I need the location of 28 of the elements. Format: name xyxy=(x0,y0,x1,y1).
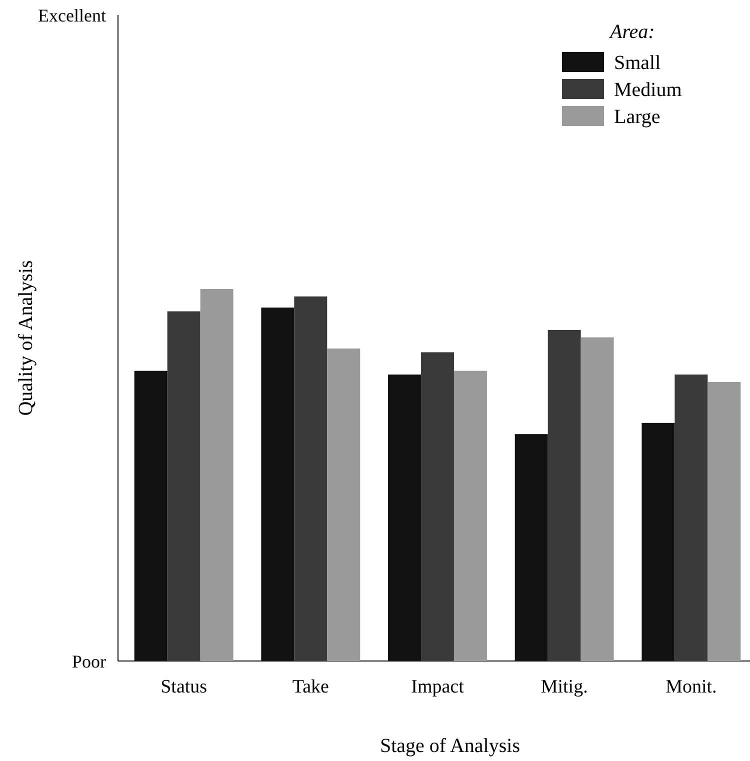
text: Excellent xyxy=(38,5,106,26)
x-tick-label: Mitig. xyxy=(540,676,588,698)
bar xyxy=(388,374,422,661)
x-tick-label: Status xyxy=(160,676,208,698)
x-tick-label: Monit. xyxy=(666,676,717,698)
bar xyxy=(580,337,614,661)
bar xyxy=(134,370,168,661)
bar xyxy=(454,370,487,661)
bar xyxy=(708,382,741,661)
bar xyxy=(294,296,328,661)
bar xyxy=(167,311,200,661)
x-tick-label: Impact xyxy=(411,676,465,698)
legend-label: Small xyxy=(614,52,662,74)
bar xyxy=(327,348,360,661)
bar xyxy=(642,422,675,661)
bar xyxy=(421,352,454,661)
bar xyxy=(548,330,581,661)
bar xyxy=(200,289,234,661)
bar xyxy=(674,374,708,661)
text: Poor xyxy=(72,651,106,672)
bar xyxy=(514,434,548,661)
legend-label: Large xyxy=(614,106,660,128)
x-tick-label: Take xyxy=(292,676,329,698)
bar xyxy=(261,308,294,661)
legend-label: Medium xyxy=(614,79,682,101)
x-axis-title: Stage of Analysis xyxy=(380,735,520,757)
y-axis-title: Quality of Analysis xyxy=(15,260,37,416)
legend-title: Area: xyxy=(608,21,655,43)
